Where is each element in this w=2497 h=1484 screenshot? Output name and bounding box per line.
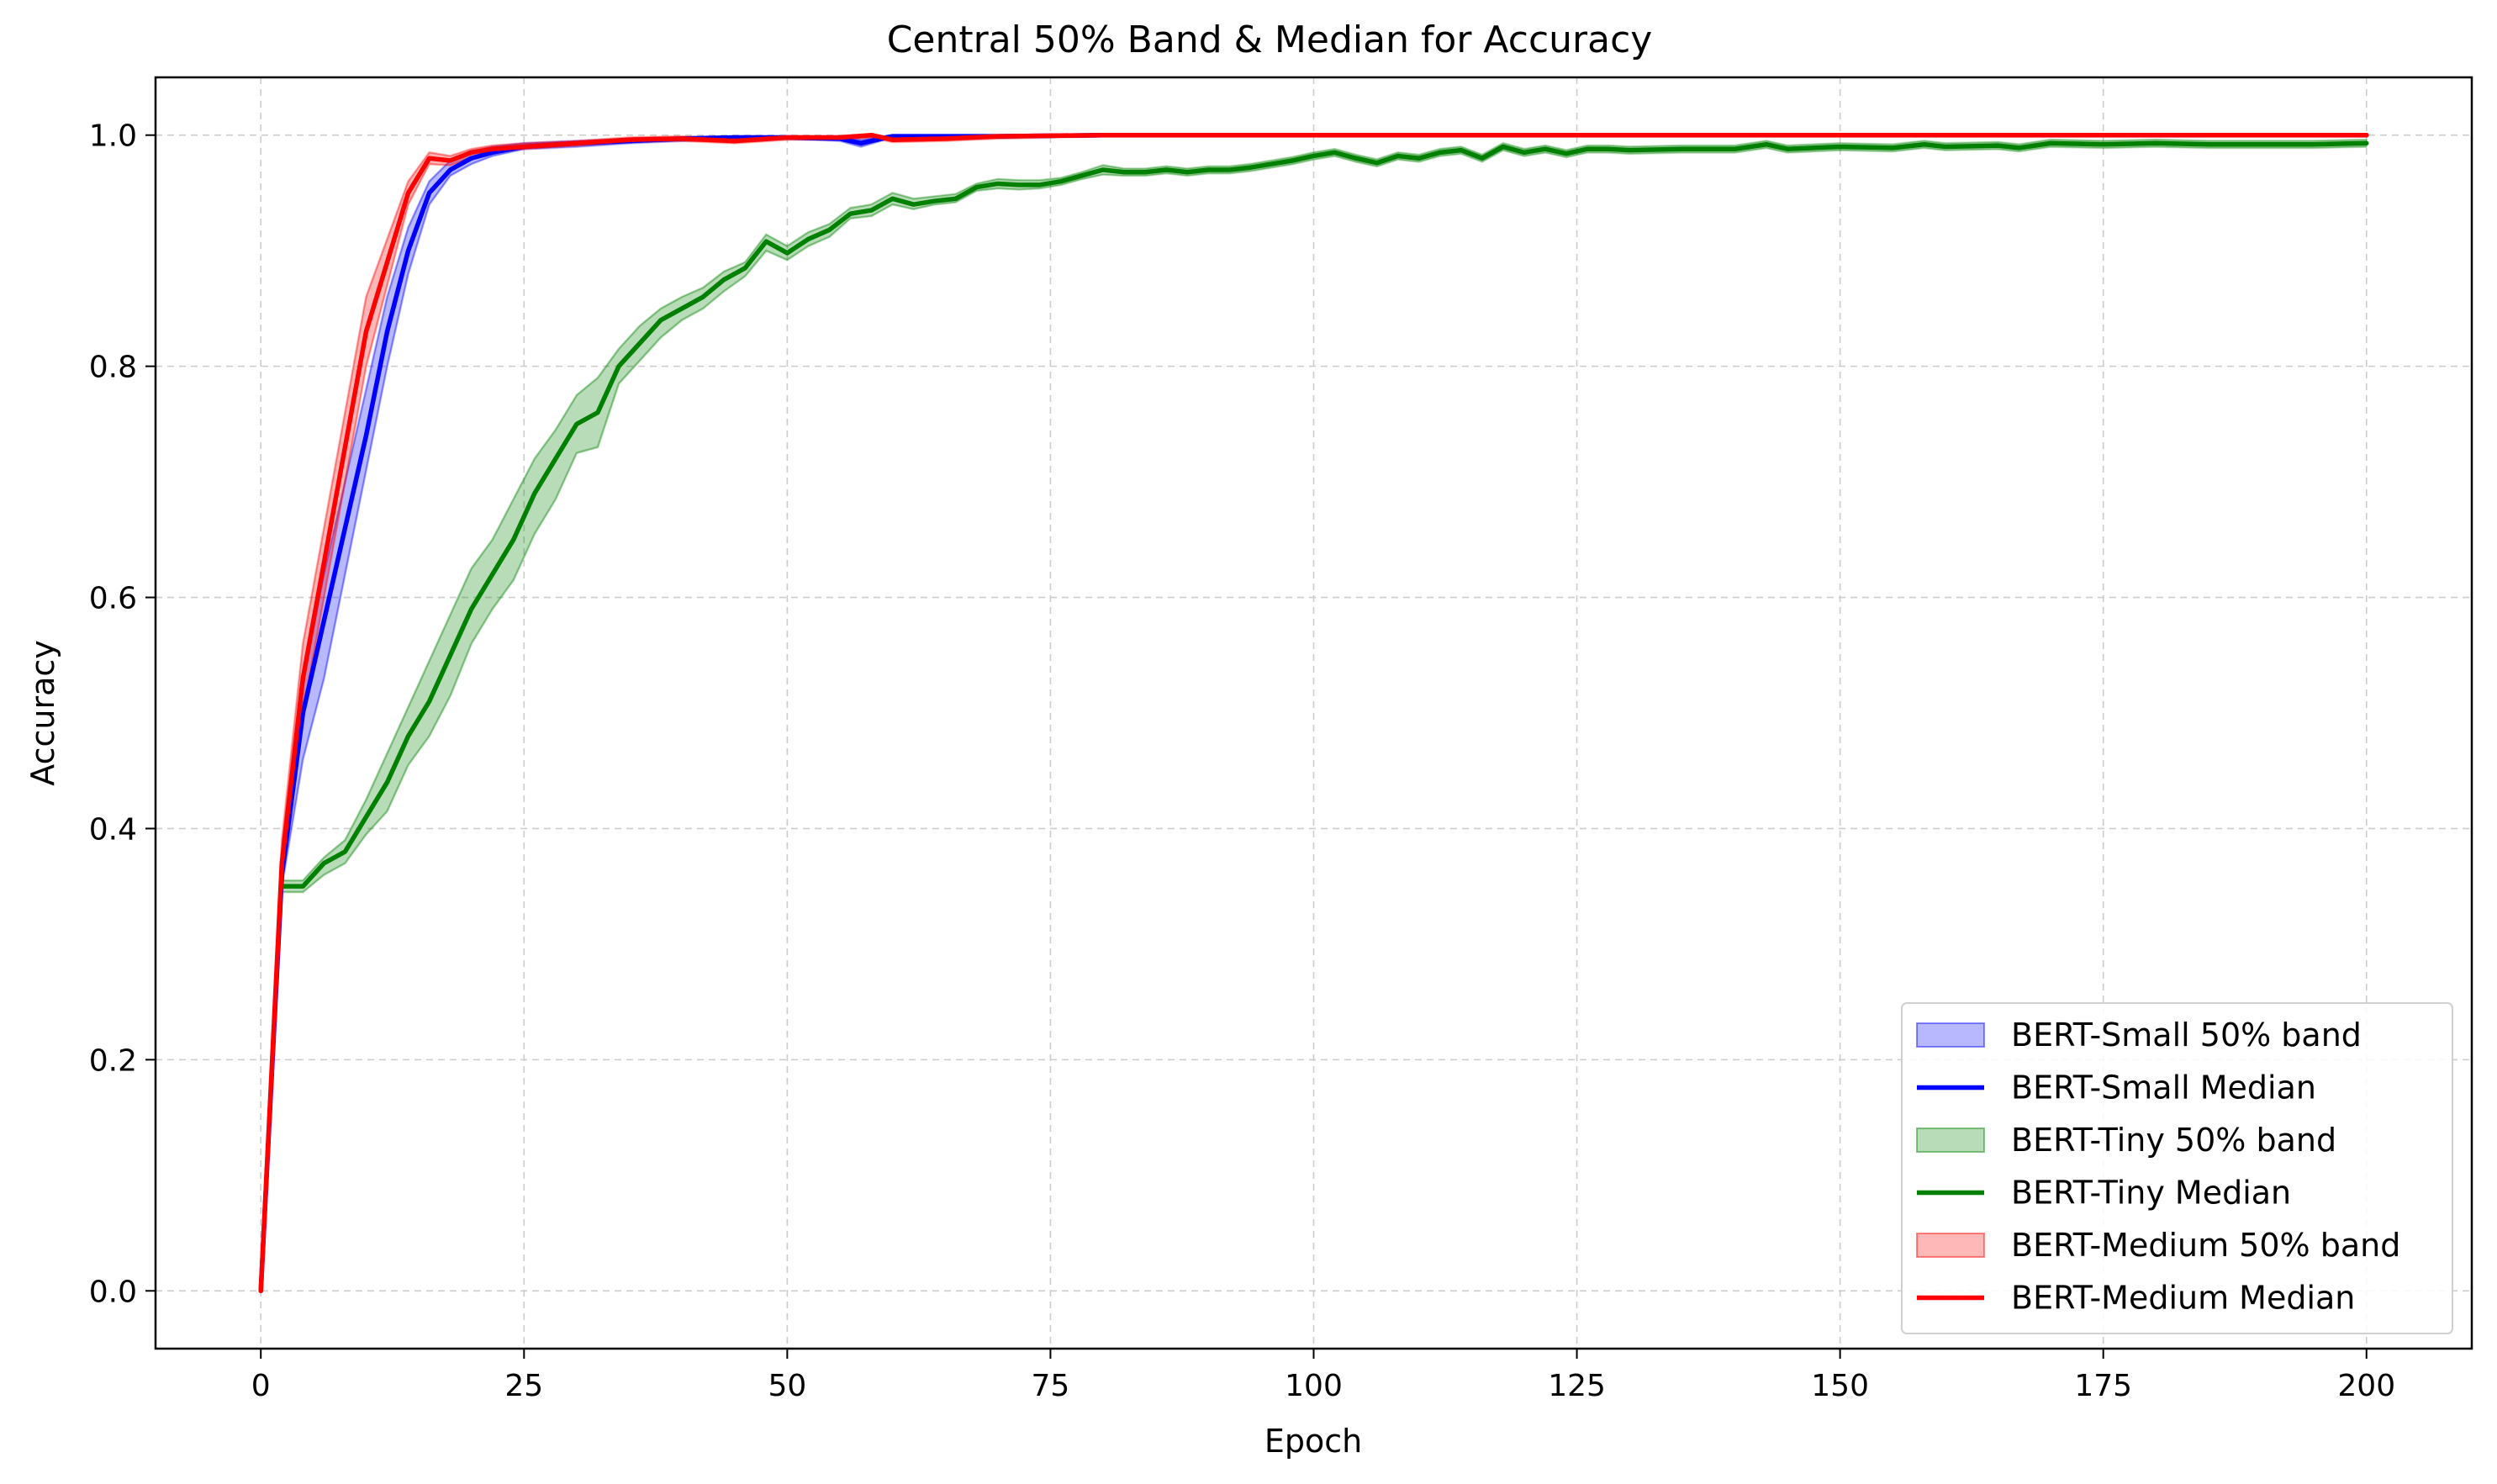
legend-label: BERT-Tiny 50% band: [2011, 1122, 2336, 1159]
x-tick-label: 150: [1811, 1369, 1869, 1403]
x-tick-label: 200: [2337, 1369, 2395, 1403]
x-tick-label: 75: [1032, 1369, 1070, 1403]
bert-tiny-band-upper-edge: [282, 138, 2367, 882]
legend-label: BERT-Tiny Median: [2011, 1175, 2291, 1212]
y-axis-label: Accuracy: [24, 640, 61, 786]
median-lines: [258, 132, 2369, 1294]
legend-label: BERT-Medium 50% band: [2011, 1227, 2400, 1264]
bert-tiny-median-line: [279, 140, 2369, 889]
legend-swatch-bert-medium-band: [1916, 1233, 1985, 1258]
y-tick-label: 0.6: [89, 582, 137, 616]
x-tick-label: 100: [1285, 1369, 1343, 1403]
x-tick-label: 25: [504, 1369, 543, 1403]
legend-label: BERT-Medium Median: [2011, 1280, 2355, 1317]
legend-swatch-bert-tiny-band: [1916, 1128, 1985, 1153]
x-tick-label: 125: [1548, 1369, 1606, 1403]
bert-tiny-band: [281, 139, 2368, 893]
y-tick-label: 0.8: [89, 351, 137, 385]
x-tick-label: 175: [2074, 1369, 2132, 1403]
legend: BERT-Small 50% band BERT-Small Median BERT…: [1901, 1002, 2453, 1334]
legend-box: [1901, 1002, 2453, 1334]
legend-swatch-bert-small-band: [1916, 1022, 1985, 1048]
legend-label: BERT-Small Median: [2011, 1069, 2316, 1106]
ticks: 0 25 50 75 100 125 150 175 200 0.0 0.2 0.4 0.6 0.8 1.0: [89, 119, 2395, 1403]
x-tick-label: 0: [251, 1369, 271, 1403]
x-tick-label: 50: [768, 1369, 806, 1403]
legend-label: BERT-Small 50% band: [2011, 1017, 2362, 1054]
x-axis-label: Epoch: [1264, 1423, 1362, 1460]
y-tick-label: 0.2: [89, 1043, 137, 1078]
y-tick-label: 0.4: [89, 812, 137, 847]
bert-medium-median-line: [258, 132, 2369, 1294]
y-tick-label: 1.0: [89, 119, 137, 154]
chart-title: Central 50% Band & Median for Accuracy: [887, 18, 1653, 61]
y-tick-label: 0.0: [89, 1275, 137, 1309]
bert-tiny-band-lower-edge: [282, 145, 2367, 894]
